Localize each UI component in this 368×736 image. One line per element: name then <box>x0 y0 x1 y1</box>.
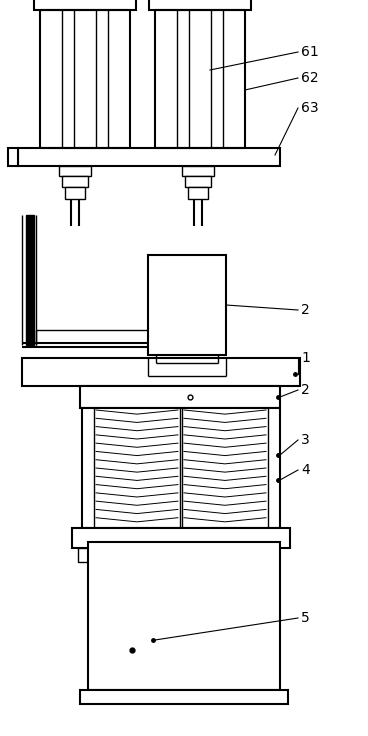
Bar <box>148 255 226 355</box>
Bar <box>80 386 280 408</box>
Bar <box>18 148 280 166</box>
Text: 3: 3 <box>301 433 310 447</box>
Bar <box>88 542 280 690</box>
Bar <box>59 166 91 176</box>
Bar <box>162 548 182 562</box>
Text: 63: 63 <box>301 101 319 115</box>
Bar <box>246 548 266 562</box>
Bar <box>82 408 280 528</box>
Bar <box>34 0 136 10</box>
Bar <box>26 215 34 345</box>
Bar <box>65 187 85 199</box>
Text: 1: 1 <box>301 351 310 365</box>
Text: 5: 5 <box>301 611 310 625</box>
Bar <box>149 0 251 10</box>
Bar <box>188 187 208 199</box>
Text: 2: 2 <box>301 303 310 317</box>
Bar <box>78 548 98 562</box>
Text: 4: 4 <box>301 463 310 477</box>
Bar <box>22 358 300 386</box>
Bar <box>8 148 18 166</box>
Bar <box>72 528 290 548</box>
Bar <box>185 176 211 187</box>
Bar <box>182 166 214 176</box>
Text: 61: 61 <box>301 45 319 59</box>
Text: 2: 2 <box>301 383 310 397</box>
Bar <box>80 690 288 704</box>
Bar <box>62 176 88 187</box>
Text: 62: 62 <box>301 71 319 85</box>
